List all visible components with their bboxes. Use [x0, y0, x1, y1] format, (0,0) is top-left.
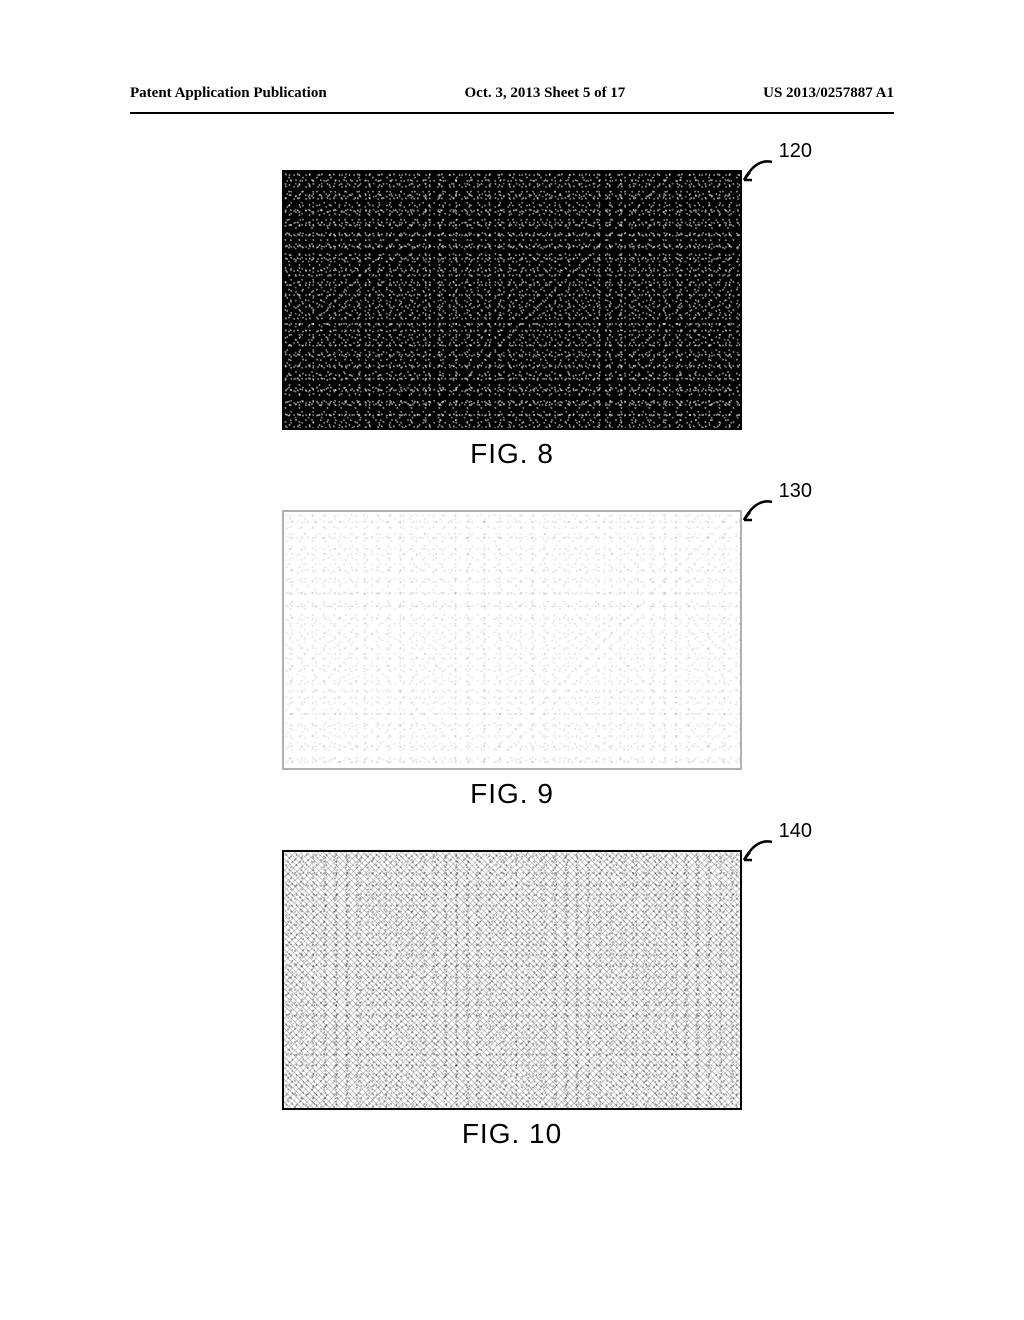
figure-8-ref-label: 120: [779, 140, 812, 163]
figure-9-caption: FIG. 9: [470, 778, 554, 810]
figure-9-content: [284, 512, 740, 768]
figure-10-image: [282, 850, 742, 1110]
figure-8-block: 120 FIG. 8: [282, 170, 742, 470]
figure-9-ref-label: 130: [779, 480, 812, 503]
figure-10-caption: FIG. 10: [462, 1118, 562, 1150]
header-rule: [130, 112, 894, 114]
leader-line-icon: [742, 832, 782, 862]
leader-line-icon: [742, 152, 782, 182]
figure-8-caption: FIG. 8: [470, 438, 554, 470]
figure-10-block: 140 FIG. 10: [282, 850, 742, 1150]
figure-9-block: 130 FIG. 9: [282, 510, 742, 810]
figure-10-content: [284, 852, 740, 1108]
leader-line-icon: [742, 492, 782, 522]
figure-8-image: [282, 170, 742, 430]
figure-8-content: [284, 172, 740, 428]
header-center: Oct. 3, 2013 Sheet 5 of 17: [465, 85, 626, 102]
page-header: Patent Application Publication Oct. 3, 2…: [130, 85, 894, 102]
figure-10-ref-label: 140: [779, 820, 812, 843]
header-right: US 2013/0257887 A1: [763, 85, 894, 102]
figures-container: 120 FIG. 8 130 FIG. 9 140 FIG. 10: [0, 150, 1024, 1260]
figure-9-image: [282, 510, 742, 770]
header-left: Patent Application Publication: [130, 85, 327, 102]
